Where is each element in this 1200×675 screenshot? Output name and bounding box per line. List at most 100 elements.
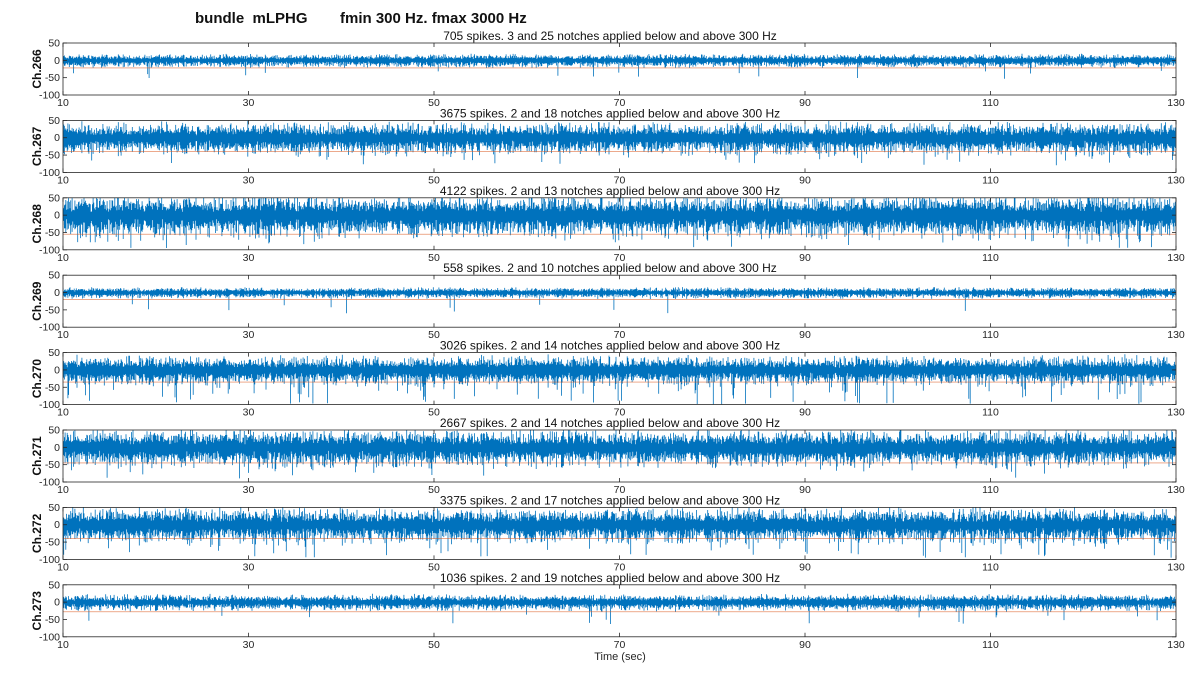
y-tick-label: -100 — [39, 244, 60, 256]
x-tick-label: 110 — [982, 252, 999, 264]
x-tick-label: 130 — [1167, 484, 1185, 496]
bundle-label: bundle mLPHG — [195, 10, 308, 27]
signal-trace — [63, 430, 1176, 479]
x-tick-label: 70 — [614, 484, 626, 496]
x-tick-label: 130 — [1167, 561, 1185, 573]
x-tick-label: 130 — [1167, 252, 1185, 264]
signal-trace — [63, 593, 1176, 624]
x-tick-label: 10 — [57, 484, 69, 496]
y-tick-label: -50 — [45, 150, 60, 162]
x-tick-label: 90 — [799, 639, 811, 651]
signal-trace — [63, 354, 1176, 405]
x-tick-label: 110 — [982, 174, 999, 186]
x-tick-label: 110 — [982, 639, 999, 651]
x-tick-label: 90 — [799, 252, 811, 264]
x-tick-label: 30 — [243, 252, 255, 264]
x-tick-label: 70 — [614, 174, 626, 186]
channel-label: Ch.266 — [30, 49, 44, 89]
panel-title: 3675 spikes. 2 and 18 notches applied be… — [440, 106, 780, 120]
y-tick-label: -50 — [45, 304, 60, 316]
y-tick-label: 50 — [48, 38, 60, 50]
x-tick-label: 10 — [57, 252, 69, 264]
y-tick-label: -50 — [45, 227, 60, 239]
y-tick-label: -50 — [45, 72, 60, 84]
frequency-band-label: fmin 300 Hz. fmax 3000 Hz — [340, 10, 527, 27]
x-tick-label: 130 — [1167, 97, 1185, 109]
axes-box — [62, 42, 1177, 96]
y-tick-label: 50 — [48, 270, 60, 282]
x-tick-label: 30 — [243, 329, 255, 341]
y-tick-label: -50 — [45, 537, 60, 549]
signal-trace — [63, 507, 1176, 558]
panel-title: 558 spikes. 2 and 10 notches applied bel… — [443, 261, 777, 275]
y-tick-label: 0 — [54, 210, 60, 222]
x-tick-label: 70 — [614, 252, 626, 264]
panel-title: 2667 spikes. 2 and 14 notches applied be… — [440, 416, 780, 430]
x-tick-label: 10 — [57, 407, 69, 419]
x-tick-label: 50 — [428, 252, 440, 264]
x-tick-label: 10 — [57, 639, 69, 651]
signal-trace — [63, 53, 1176, 79]
y-tick-label: -100 — [39, 90, 60, 102]
panel-title: 705 spikes. 3 and 25 notches applied bel… — [443, 29, 777, 43]
x-tick-label: 10 — [57, 174, 69, 186]
y-tick-label: 0 — [54, 597, 60, 609]
channel-label: Ch.272 — [30, 513, 44, 553]
y-tick-label: 50 — [48, 115, 60, 127]
y-tick-label: -50 — [45, 459, 60, 471]
signal-trace — [63, 121, 1176, 166]
panel-title: 3026 spikes. 2 and 14 notches applied be… — [440, 339, 780, 353]
y-tick-label: 0 — [54, 519, 60, 531]
x-tick-label: 90 — [799, 97, 811, 109]
y-tick-label: 50 — [48, 425, 60, 437]
x-tick-label: 110 — [982, 407, 999, 419]
x-tick-label: 50 — [428, 407, 440, 419]
y-tick-label: 50 — [48, 347, 60, 359]
channel-label: Ch.273 — [30, 591, 44, 631]
x-tick-label: 70 — [614, 561, 626, 573]
x-tick-label: 50 — [428, 484, 440, 496]
x-tick-label: 30 — [243, 174, 255, 186]
y-tick-label: 0 — [54, 55, 60, 67]
axes-box — [62, 274, 1177, 328]
x-tick-label: 10 — [57, 97, 69, 109]
channel-label: Ch.269 — [30, 281, 44, 321]
x-tick-label: 70 — [614, 407, 626, 419]
y-tick-label: -50 — [45, 382, 60, 394]
y-tick-label: -100 — [39, 167, 60, 179]
x-tick-label: 50 — [428, 561, 440, 573]
y-tick-label: -100 — [39, 554, 60, 566]
signal-trace — [63, 287, 1176, 314]
y-tick-label: -100 — [39, 399, 60, 411]
x-tick-label: 110 — [982, 484, 999, 496]
x-tick-label: 50 — [428, 329, 440, 341]
x-tick-label: 50 — [428, 639, 440, 651]
x-tick-label: 110 — [982, 97, 999, 109]
panel-title: 1036 spikes. 2 and 19 notches applied be… — [440, 571, 780, 585]
x-tick-label: 90 — [799, 407, 811, 419]
y-tick-label: 0 — [54, 442, 60, 454]
x-axis-label: Time (sec) — [594, 651, 646, 663]
x-tick-label: 110 — [982, 561, 999, 573]
y-tick-label: 50 — [48, 502, 60, 514]
x-tick-label: 110 — [982, 329, 999, 341]
x-tick-label: 130 — [1167, 174, 1185, 186]
x-tick-label: 30 — [243, 484, 255, 496]
channel-label: Ch.268 — [30, 204, 44, 244]
panel-title: 3375 spikes. 2 and 17 notches applied be… — [440, 493, 780, 507]
x-tick-label: 90 — [799, 174, 811, 186]
y-tick-label: 0 — [54, 287, 60, 299]
y-tick-label: 0 — [54, 132, 60, 144]
x-tick-label: 130 — [1167, 639, 1185, 651]
channel-label: Ch.267 — [30, 126, 44, 166]
x-tick-label: 130 — [1167, 407, 1185, 419]
signal-trace — [63, 197, 1176, 248]
